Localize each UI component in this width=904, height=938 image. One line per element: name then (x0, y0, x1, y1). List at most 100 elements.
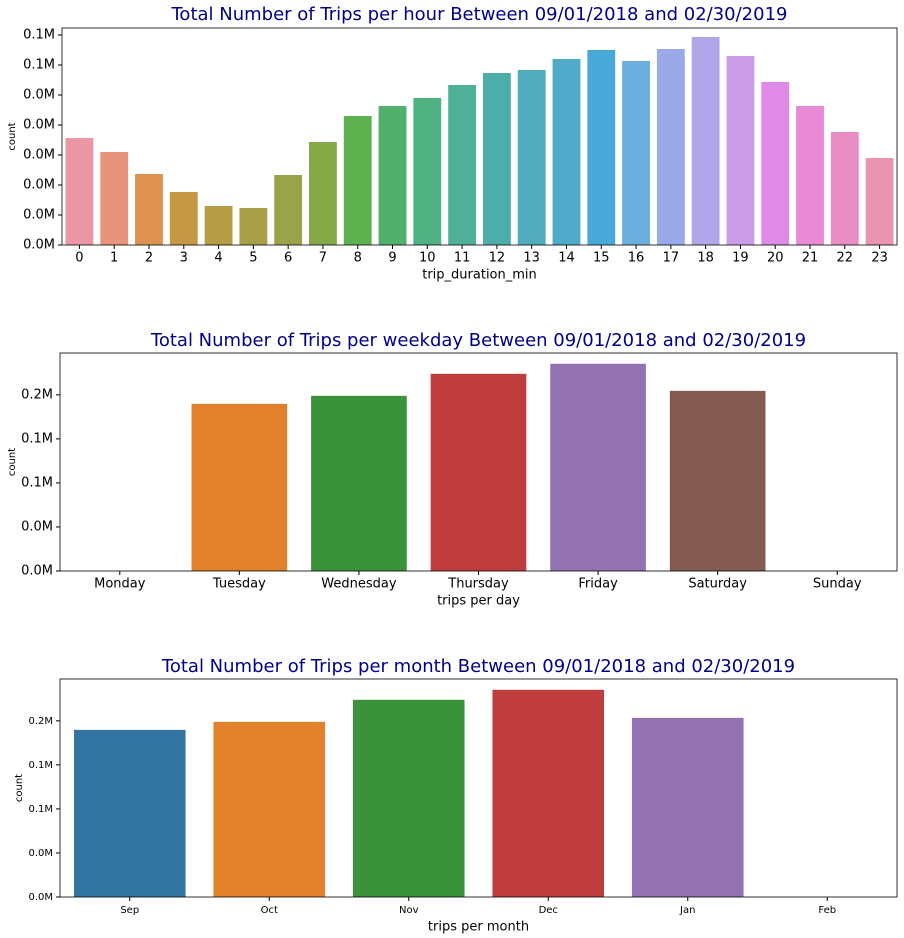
axes-frame (59, 352, 898, 572)
x-tick-label: 2 (145, 251, 153, 266)
x-tick-label: 6 (284, 251, 292, 266)
y-tick-label: 0.0M (23, 148, 55, 163)
bar (761, 82, 790, 245)
x-tick-label: Jan (679, 905, 695, 916)
chart-title: Total Number of Trips per hour Between 0… (171, 4, 788, 25)
bar (796, 106, 824, 245)
x-axis-label: trips per day (437, 594, 520, 609)
x-tick-label: 7 (319, 251, 327, 266)
x-tick-label: 22 (837, 251, 854, 266)
bar (311, 395, 407, 571)
bar (631, 717, 744, 897)
x-tick-label: 14 (558, 251, 575, 266)
bar (352, 699, 465, 897)
x-tick-label: 4 (214, 251, 222, 266)
bar (343, 116, 372, 245)
y-tick-label: 0.0M (23, 178, 55, 193)
bar (239, 208, 268, 245)
bar (413, 98, 442, 245)
x-tick-label: 21 (802, 251, 819, 266)
bar (430, 373, 527, 571)
y-axis-label: count (7, 448, 18, 476)
x-tick-label: 5 (249, 251, 257, 266)
y-tick-label: 0.0M (23, 88, 55, 103)
x-tick-label: 3 (180, 251, 188, 266)
bar (552, 59, 581, 245)
y-tick-label: 0.2M (28, 716, 53, 727)
bar (492, 689, 605, 897)
bar (830, 132, 859, 245)
bar (622, 61, 650, 245)
bar (274, 175, 303, 245)
bar (669, 390, 766, 571)
y-tick-label: 0.1M (21, 475, 53, 490)
bar (191, 403, 288, 571)
y-tick-label: 0.0M (23, 238, 55, 253)
x-tick-label: Nov (399, 905, 419, 916)
x-tick-label: Saturday (688, 577, 747, 592)
bar (448, 85, 477, 245)
x-tick-label: 13 (523, 251, 540, 266)
x-tick-label: 15 (593, 251, 610, 266)
y-tick-label: 0.1M (28, 760, 53, 771)
x-tick-label: 9 (388, 251, 396, 266)
bar (587, 50, 616, 245)
bar (100, 152, 129, 245)
x-tick-label: Friday (578, 577, 618, 592)
bar (204, 206, 233, 245)
x-tick-label: 19 (732, 251, 749, 266)
x-tick-label: Sep (120, 905, 139, 916)
x-tick-label: Monday (94, 577, 146, 592)
bar (73, 729, 186, 897)
y-axis-label: count (7, 122, 18, 150)
y-tick-label: 0.0M (21, 519, 53, 534)
axes-frame (61, 27, 898, 246)
x-tick-label: Dec (539, 905, 558, 916)
x-tick-label: Oct (261, 905, 278, 916)
bar (865, 158, 894, 245)
y-tick-label: 0.0M (28, 892, 53, 903)
bar (550, 363, 646, 571)
x-tick-label: Sunday (813, 577, 862, 592)
x-axis-label: trips per month (428, 920, 529, 935)
bar (213, 721, 326, 897)
y-tick-label: 0.1M (23, 58, 55, 73)
x-tick-label: 18 (697, 251, 714, 266)
x-tick-label: 8 (354, 251, 362, 266)
bar (482, 73, 511, 245)
y-tick-label: 0.0M (28, 848, 53, 859)
x-tick-label: 20 (767, 251, 784, 266)
chart-title: Total Number of Trips per weekday Betwee… (150, 330, 806, 351)
x-tick-label: 11 (454, 251, 471, 266)
y-tick-label: 0.0M (21, 564, 53, 579)
chart-title: Total Number of Trips per month Between … (161, 656, 795, 677)
x-tick-label: 23 (871, 251, 888, 266)
x-tick-label: 1 (110, 251, 118, 266)
x-tick-label: Thursday (447, 577, 509, 592)
x-axis-label: trip_duration_min (422, 268, 537, 283)
y-tick-label: 0.0M (23, 208, 55, 223)
y-tick-label: 0.1M (28, 804, 53, 815)
x-tick-label: Feb (818, 905, 836, 916)
x-tick-label: 10 (419, 251, 436, 266)
bar (309, 142, 337, 245)
bar (65, 138, 94, 245)
bar (656, 49, 685, 245)
y-tick-label: 0.2M (21, 387, 53, 402)
x-tick-label: 0 (75, 251, 83, 266)
x-tick-label: Wednesday (321, 577, 397, 592)
bar (517, 70, 546, 245)
x-tick-label: 17 (663, 251, 680, 266)
axes-frame (59, 678, 898, 898)
x-tick-label: Tuesday (212, 577, 266, 592)
y-tick-label: 0.0M (23, 118, 55, 133)
bar (135, 174, 163, 245)
bar (691, 37, 720, 245)
y-tick-label: 0.1M (21, 431, 53, 446)
x-tick-label: 16 (628, 251, 645, 266)
y-axis-label: count (14, 774, 25, 802)
bar (169, 192, 198, 245)
y-tick-label: 0.1M (23, 28, 55, 43)
